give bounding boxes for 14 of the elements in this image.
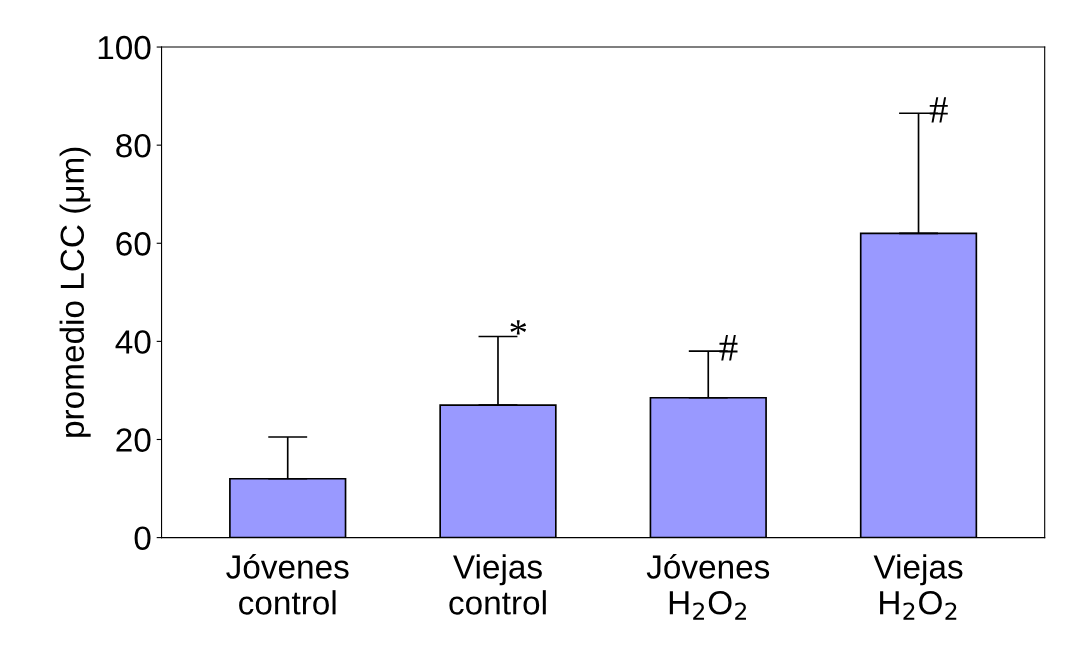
x-tick-label: Jóvenes H$_{2}$O$_{2}$ (646, 553, 770, 620)
y-tick-label: 60 (116, 232, 151, 256)
x-tick-label: Viejas H$_{2}$O$_{2}$ (873, 554, 963, 620)
annotation: # (719, 335, 738, 361)
y-tick-label: 100 (98, 35, 151, 60)
annotation: * (510, 320, 527, 335)
y-tick-label: 20 (116, 428, 151, 452)
annotation: # (929, 97, 948, 123)
x-tick-label: Viejas control (449, 554, 546, 615)
x-tick-label: Jóvenes control (226, 553, 349, 615)
y-tick-label: 0 (134, 526, 151, 551)
y-tick-label: 40 (115, 330, 151, 354)
y-tick-label: 80 (116, 133, 151, 158)
y-axis-title: promedio LCC (μm) (59, 147, 91, 437)
